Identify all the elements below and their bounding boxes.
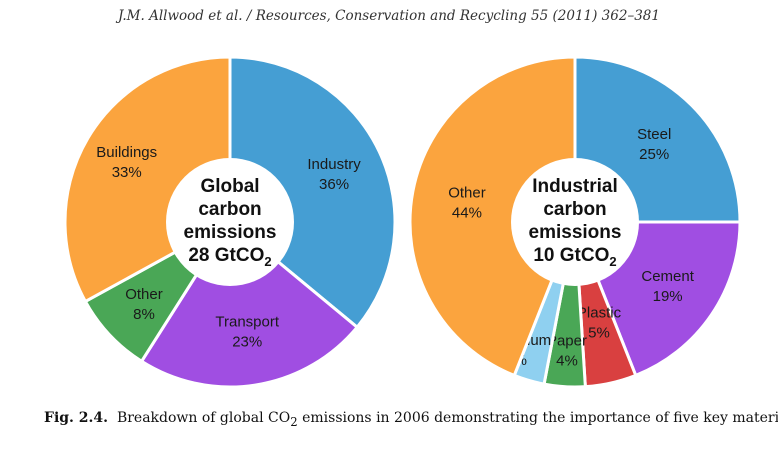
slice-label-paper: Paper <box>547 333 587 350</box>
slice-value-industry: 36% <box>319 176 349 193</box>
center-title-line: Industrial <box>532 176 618 197</box>
slice-transport <box>140 220 359 389</box>
journal-citation-header: J.M. Allwood et al. / Resources, Conserv… <box>118 8 660 24</box>
caption-text-before: Breakdown of global CO <box>116 410 291 426</box>
figure-label: Fig. 2.4. <box>44 410 109 426</box>
slice-value-other: 8% <box>133 306 155 323</box>
donut-center-hole <box>511 158 639 286</box>
figure-caption: Fig. 2.4. Breakdown of global CO2 emissi… <box>44 410 778 429</box>
slice-label-other: Other <box>448 184 486 201</box>
slice-value-transport: 23% <box>232 334 262 351</box>
center-title-line: emissions <box>529 222 622 243</box>
slice-label-cement: Cement <box>641 268 694 285</box>
slice-value-cement: 19% <box>653 288 683 305</box>
slice-label-industry: Industry <box>307 156 361 173</box>
slice-value-steel: 25% <box>639 146 669 163</box>
slice-value-plastic: 5% <box>588 324 610 341</box>
slice-value-buildings: 33% <box>112 164 142 181</box>
center-total: 28 GtCO2 <box>188 245 271 269</box>
slice-label-other: Other <box>125 286 163 303</box>
caption-text-after: emissions in 2006 demonstrating the impo… <box>297 410 778 426</box>
slice-label-transport: Transport <box>215 314 279 331</box>
industrial-emissions-donut: Steel25%Cement19%Plastic5%Paper4%Alumini… <box>408 55 742 389</box>
slice-industry <box>228 55 397 329</box>
center-title-line: Global <box>200 176 259 197</box>
slice-label-buildings: Buildings <box>96 144 157 161</box>
slice-value-paper: 4% <box>556 353 578 370</box>
donut-charts: Industry 36% Transport 23% Other 8% Buildings 3… <box>63 55 742 389</box>
slice-label-plastic: Plastic <box>577 304 622 321</box>
center-title-line: emissions <box>184 222 277 243</box>
donut-center-hole <box>166 158 294 286</box>
slice-value-other: 44% <box>452 204 482 221</box>
caption-subscript: 2 <box>290 414 298 429</box>
center-total: 10 GtCO2 <box>533 245 616 269</box>
center-title-line: carbon <box>543 199 606 220</box>
slice-label-steel: Steel <box>637 126 671 143</box>
global-emissions-donut: Industry 36% Transport 23% Other 8% Buildings 3… <box>63 55 397 389</box>
center-title-line: carbon <box>198 199 261 220</box>
slice-other <box>408 55 577 377</box>
